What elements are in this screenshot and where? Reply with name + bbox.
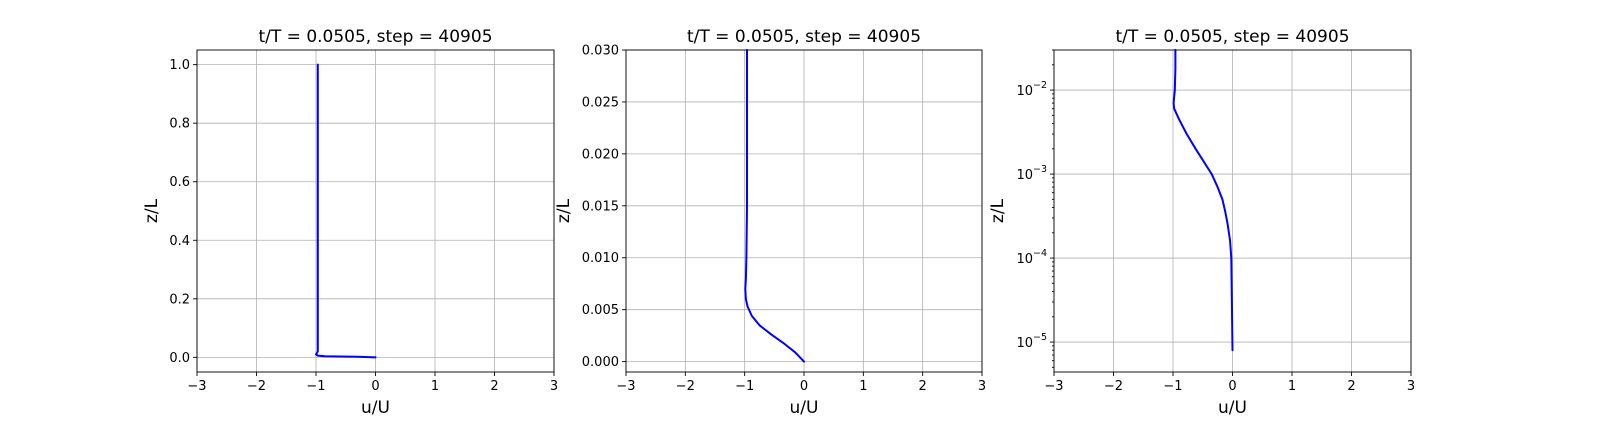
y-tick-exponent: −4 (1033, 248, 1047, 259)
x-tick-label: 2 (490, 379, 498, 394)
x-tick-label: 3 (978, 379, 986, 394)
y-tick-base: 10 (1016, 336, 1033, 351)
panel-title: t/T = 0.0505, step = 40905 (258, 27, 492, 47)
x-tick-label: 0 (800, 379, 808, 394)
axes-frame (625, 49, 983, 373)
panel-linear-zoom: −3 −2 −1 0 1 2 3 0.000 0.005 0.010 0.015 0.020 0.025… (554, 27, 986, 418)
y-tick-label: 0.010 (582, 251, 619, 266)
y-tick-label: 0.000 (582, 355, 619, 370)
y-tick-label: 0.020 (582, 147, 619, 162)
velocity-profile-line (1172, 49, 1234, 352)
x-tick-label: 3 (1407, 379, 1415, 394)
y-tick-label: 1.0 (169, 58, 190, 73)
x-tick-label: 1 (859, 379, 867, 394)
x-tick-label: −1 (1163, 379, 1182, 394)
velocity-profile-line (315, 63, 377, 359)
velocity-profile-line (744, 49, 805, 363)
x-axis-label: u/U (361, 398, 390, 418)
x-tick-label: −2 (676, 379, 695, 394)
x-tick-label: −3 (187, 379, 206, 394)
x-tick-label: −2 (247, 379, 266, 394)
panel-title: t/T = 0.0505, step = 40905 (1115, 27, 1349, 47)
y-tick-exponent: −3 (1033, 164, 1047, 175)
x-tick-label: 0 (371, 379, 379, 394)
y-tick-label: 0.015 (582, 199, 619, 214)
x-tick-label: −1 (306, 379, 325, 394)
x-tick-label: −1 (735, 379, 754, 394)
x-tick-label: −3 (616, 379, 635, 394)
panel-title: t/T = 0.0505, step = 40905 (687, 27, 921, 47)
x-tick-label: 1 (431, 379, 439, 394)
y-tick-label: 0.2 (169, 292, 190, 307)
y-tick-label: 10−4 (1016, 248, 1047, 267)
y-tick-label: 0.8 (169, 117, 190, 132)
y-tick-label: 0.025 (582, 95, 619, 110)
y-tick-label: 10−2 (1016, 80, 1047, 99)
panel-log: −3 −2 −1 0 1 2 310−510−410−310−2t/T = 0.0505, … (988, 27, 1415, 418)
axes-frame (1053, 49, 1412, 373)
x-tick-label: 0 (1228, 379, 1236, 394)
x-tick-label: −2 (1104, 379, 1123, 394)
axes-frame (196, 49, 555, 373)
panel-linear-full: −3 −2 −1 0 1 2 3 0.0 0.2 0.4 0.6 0.8 1.0 t/T = 0.0505… (142, 27, 558, 418)
y-tick-base: 10 (1016, 84, 1033, 99)
y-tick-base: 10 (1016, 168, 1033, 183)
y-tick-label: 10−3 (1016, 164, 1047, 183)
x-tick-label: 3 (550, 379, 558, 394)
x-axis-label: u/U (790, 398, 819, 418)
y-tick-label: 0.6 (169, 175, 190, 190)
y-tick-label: 0.030 (582, 44, 619, 59)
y-tick-exponent: −2 (1033, 80, 1047, 91)
x-tick-label: 2 (919, 379, 927, 394)
x-tick-label: 2 (1347, 379, 1355, 394)
y-axis-label: z/L (142, 198, 162, 223)
y-axis-label: z/L (988, 198, 1008, 223)
y-axis-label: z/L (554, 198, 574, 223)
y-tick-label: 0.005 (582, 303, 619, 318)
y-tick-base: 10 (1016, 252, 1033, 267)
x-axis-label: u/U (1218, 398, 1247, 418)
x-tick-label: 1 (1288, 379, 1296, 394)
y-tick-label: 0.4 (169, 234, 190, 249)
y-tick-exponent: −5 (1033, 332, 1047, 343)
y-tick-label: 0.0 (169, 351, 190, 366)
x-tick-label: −3 (1044, 379, 1063, 394)
y-tick-label: 10−5 (1016, 332, 1047, 351)
